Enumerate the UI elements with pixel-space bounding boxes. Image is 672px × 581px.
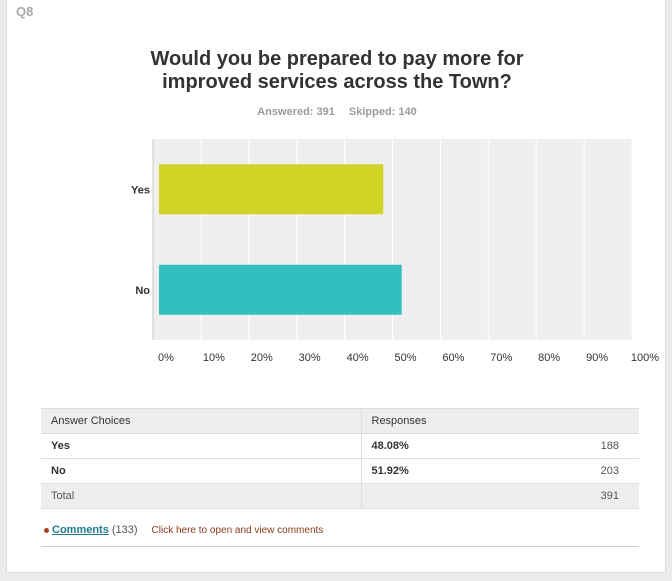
question-card: Q8 Would you be prepared to pay more for… <box>6 0 666 573</box>
table-total-row: Total 391 <box>41 483 639 509</box>
total-count: 391 <box>531 483 639 509</box>
x-tick-label: 90% <box>586 352 608 364</box>
x-tick-label: 60% <box>442 352 464 364</box>
open-comments-link[interactable]: Click here to open and view comments <box>151 525 324 536</box>
row-choice: No <box>41 458 362 484</box>
bar-no <box>159 264 402 315</box>
total-label: Total <box>41 483 362 509</box>
comments-bar: Comments (133) Click here to open and view… <box>44 524 323 536</box>
comment-bullet-icon <box>44 527 49 533</box>
x-tick-label: 70% <box>490 352 512 364</box>
x-tick-label: 40% <box>347 352 369 364</box>
total-empty <box>361 483 531 509</box>
x-tick-label: 20% <box>251 352 273 364</box>
comments-count: (133) <box>111 524 138 536</box>
header-responses: Responses <box>361 408 531 434</box>
header-answer-choices: Answer Choices <box>41 408 362 434</box>
title-line-2: improved services across the Town? <box>162 71 512 93</box>
question-number: Q8 <box>16 4 34 19</box>
row-count: 188 <box>531 433 639 459</box>
response-stats: Answered: 391 Skipped: 140 <box>7 106 667 118</box>
skipped-count: Skipped: 140 <box>348 106 417 118</box>
x-tick-label: 10% <box>203 352 225 364</box>
y-category-label: Yes <box>131 184 150 196</box>
x-tick-label: 100% <box>631 352 659 364</box>
comments-link[interactable]: Comments <box>52 524 109 536</box>
x-tick-label: 80% <box>538 352 560 364</box>
divider <box>41 546 639 547</box>
table-row: No 51.92% 203 <box>41 458 639 484</box>
answered-count: Answered: 391 <box>257 106 335 118</box>
row-choice: Yes <box>41 433 362 459</box>
row-percent: 51.92% <box>361 458 531 484</box>
bar-chart: 0% 10% 20% 30% 40% 50% 60% 70% 80% 90% 100% Yes No <box>131 139 659 364</box>
question-title: Would you be prepared to pay more for im… <box>7 48 667 94</box>
x-tick-label: 0% <box>158 352 174 364</box>
row-percent: 48.08% <box>361 433 531 459</box>
header-count <box>531 408 639 434</box>
bar-yes <box>159 164 384 215</box>
title-line-1: Would you be prepared to pay more for <box>150 48 524 70</box>
x-tick-label: 30% <box>299 352 321 364</box>
y-category-label: No <box>135 285 150 297</box>
x-tick-label: 50% <box>394 352 416 364</box>
row-count: 203 <box>531 458 639 484</box>
table-row: Yes 48.08% 188 <box>41 433 639 459</box>
responses-table: Answer Choices Responses Yes 48.08% 188 … <box>41 408 639 509</box>
table-header-row: Answer Choices Responses <box>41 408 639 434</box>
